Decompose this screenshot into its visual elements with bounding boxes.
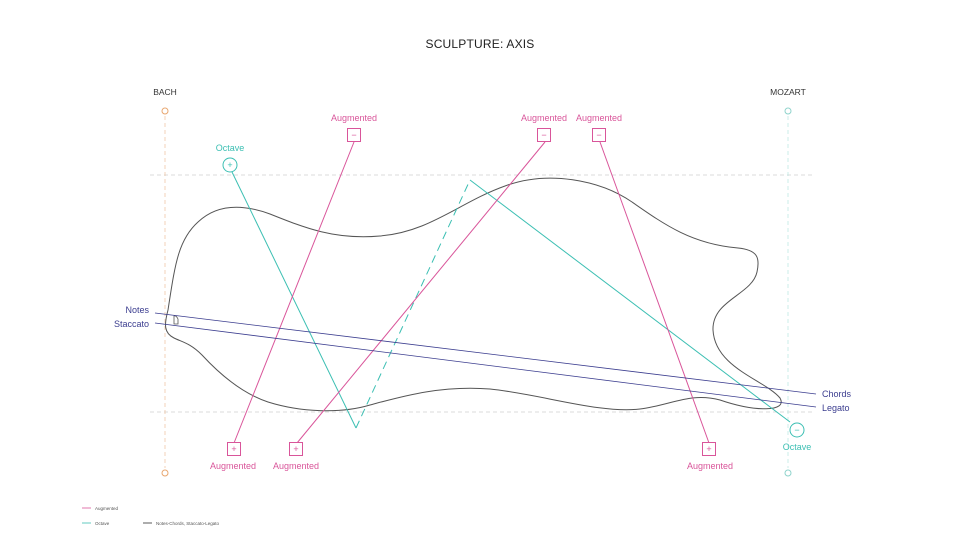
- augmented-bottom-2-label: Augmented: [273, 461, 319, 471]
- staccato-label: Staccato: [114, 319, 149, 329]
- augmented-top-2-marker: [537, 128, 551, 142]
- octave-dashed-line: [355, 179, 471, 429]
- chords-label: Chords: [822, 389, 852, 399]
- octave-line-1: [231, 171, 357, 429]
- bach-axis-label: BACH: [153, 87, 177, 97]
- augmented-top-1-marker: [347, 128, 361, 142]
- augmented-top-1-label: Augmented: [331, 113, 377, 123]
- notes-label: Notes: [125, 305, 149, 315]
- plus-icon: +: [706, 444, 711, 454]
- minus-icon: −: [794, 425, 799, 435]
- augmented-top-3-marker: [592, 128, 606, 142]
- minus-icon: −: [596, 130, 601, 140]
- augmented-line-1: [233, 141, 355, 444]
- minus-icon: −: [541, 130, 546, 140]
- staccato-legato-line: [154, 322, 817, 408]
- octave-line-2: [469, 179, 791, 423]
- augmented-line-3: [599, 141, 710, 444]
- augmented-bottom-1-marker: [227, 442, 241, 456]
- mozart-axis-top-endpoint: [784, 107, 792, 115]
- augmented-top-3-label: Augmented: [576, 113, 622, 123]
- augmented-bottom-3-marker: [702, 442, 716, 456]
- octave-top-label: Octave: [216, 143, 245, 153]
- mozart-axis-label: MOZART: [770, 87, 806, 97]
- augmented-bottom-3-label: Augmented: [687, 461, 733, 471]
- augmented-bottom-2-marker: [289, 442, 303, 456]
- augmented-line-2: [296, 141, 546, 444]
- augmented-bottom-1-label: Augmented: [210, 461, 256, 471]
- sculpture-outline: [165, 177, 782, 412]
- notes-chords-line: [154, 312, 817, 395]
- plus-icon: +: [231, 444, 236, 454]
- legend: Augmented Octave Notes-Chords, Staccato-…: [82, 506, 220, 526]
- augmented-top-2-label: Augmented: [521, 113, 567, 123]
- page-title: SCULPTURE: AXIS: [425, 37, 534, 51]
- octave-bottom-label: Octave: [783, 442, 812, 452]
- mozart-axis-bottom-endpoint: [784, 469, 792, 477]
- octave-bottom-marker: [789, 422, 805, 438]
- legato-label: Legato: [822, 403, 850, 413]
- plus-icon: +: [227, 160, 232, 170]
- octave-top-marker: [222, 157, 238, 173]
- legend-augmented-label: Augmented: [95, 506, 119, 511]
- bach-axis-bottom-endpoint: [161, 469, 169, 477]
- bach-axis-top-endpoint: [161, 107, 169, 115]
- minus-icon: −: [351, 130, 356, 140]
- legend-octave-label: Octave: [95, 521, 110, 526]
- small-loop-marker: [173, 315, 179, 325]
- plus-icon: +: [293, 444, 298, 454]
- legend-notes-label: Notes-Chords, Staccato-Legato: [156, 521, 220, 526]
